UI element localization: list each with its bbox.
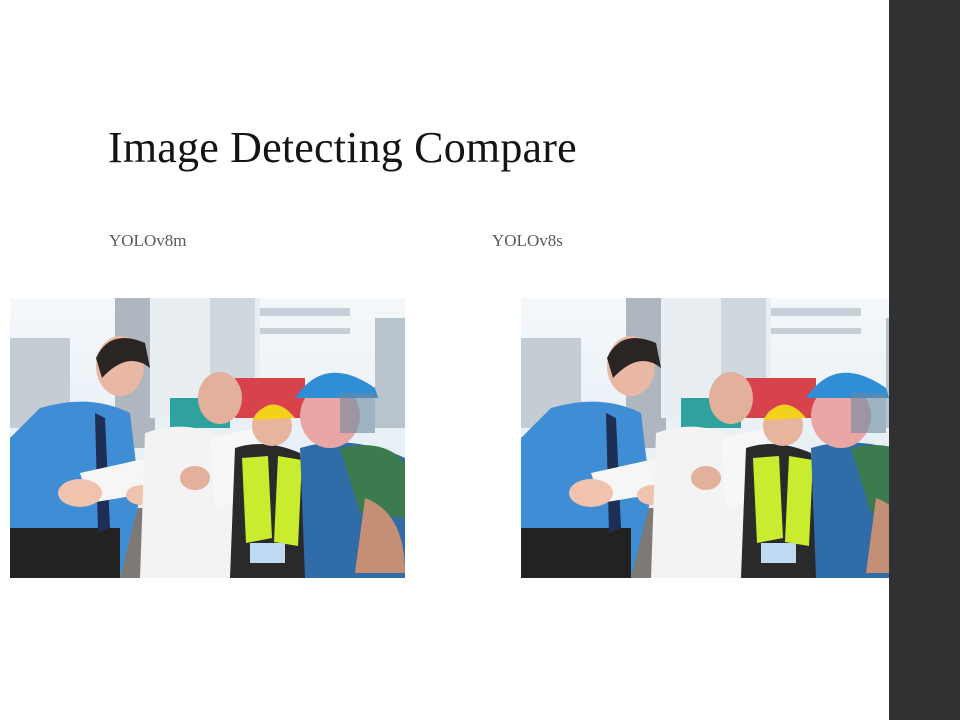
slide-title: Image Detecting Compare (108, 123, 577, 172)
side-band (889, 0, 960, 720)
model-label-yolov8m: YOLOv8m (109, 231, 187, 250)
detection-image-yolov8m (10, 298, 405, 578)
detection-image-yolov8s (521, 298, 916, 578)
model-label-yolov8s: YOLOv8s (492, 231, 563, 250)
